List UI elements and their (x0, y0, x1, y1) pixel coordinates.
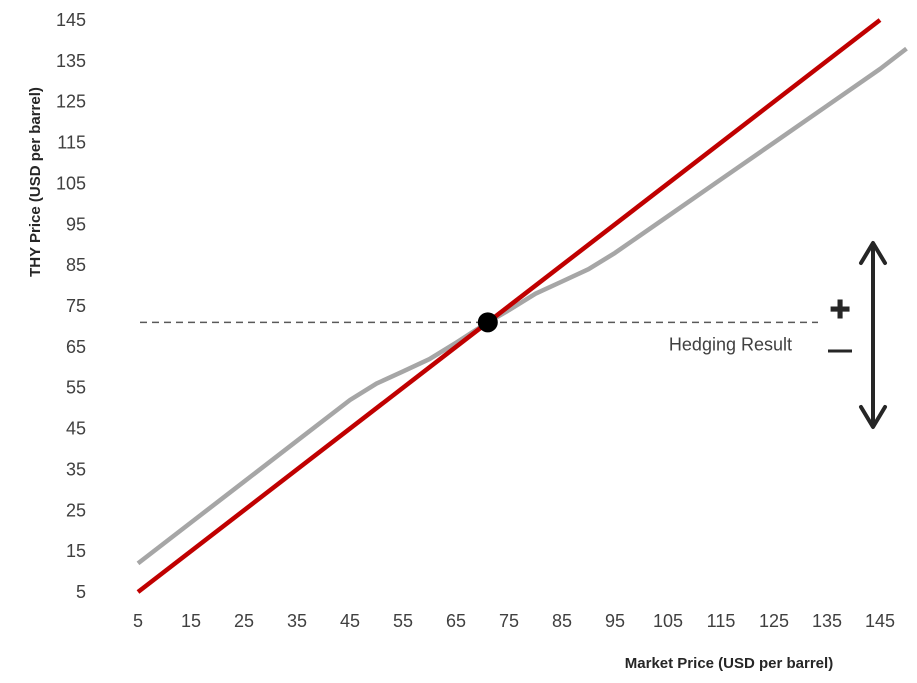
y-tick-label: 5 (76, 582, 86, 602)
y-tick-label: 35 (66, 459, 86, 479)
x-axis-title: Market Price (USD per barrel) (625, 655, 833, 672)
arrow-head-down (859, 405, 887, 429)
y-tick-label: 15 (66, 541, 86, 561)
y-tick-label: 55 (66, 378, 86, 398)
series-line-grey (136, 46, 908, 566)
reference-point (477, 312, 498, 333)
y-tick-label: 65 (66, 337, 86, 357)
x-tick-label: 85 (552, 611, 572, 631)
x-tick-label: 55 (393, 611, 413, 631)
hedging-result-label: Hedging Result (669, 334, 792, 354)
y-axis-ticks: 5 15 25 35 45 55 65 75 85 95 105 115 125 135 145 (56, 10, 86, 602)
up-down-arrow-icon (859, 241, 887, 429)
x-tick-label: 45 (340, 611, 360, 631)
x-tick-label: 15 (181, 611, 201, 631)
y-tick-label: 115 (57, 133, 86, 153)
x-tick-label: 65 (446, 611, 466, 631)
y-tick-label: 125 (56, 92, 86, 112)
x-tick-label: 35 (287, 611, 307, 631)
y-tick-label: 85 (66, 255, 86, 275)
y-tick-label: 45 (66, 419, 86, 439)
arrow-head-up (859, 241, 887, 265)
y-tick-label: 135 (56, 51, 86, 71)
x-tick-label: 135 (812, 611, 842, 631)
x-tick-label: 25 (234, 611, 254, 631)
y-axis-title: THY Price (USD per barrel) (27, 87, 44, 277)
x-tick-label: 75 (499, 611, 519, 631)
x-axis-ticks: 5 15 25 35 45 55 65 75 85 95 105 115 125 135 145 (133, 611, 895, 631)
y-tick-label: 95 (66, 214, 86, 234)
y-tick-label: 145 (56, 10, 86, 30)
y-tick-label: 75 (66, 296, 86, 316)
series-line-red (136, 18, 882, 594)
plus-icon: ✚ (829, 295, 851, 325)
x-tick-label: 125 (759, 611, 789, 631)
x-tick-label: 95 (605, 611, 625, 631)
y-tick-label: 105 (56, 173, 86, 193)
y-tick-label: 25 (66, 500, 86, 520)
x-tick-label: 105 (653, 611, 683, 631)
x-tick-label: 5 (133, 611, 143, 631)
x-tick-label: 115 (707, 611, 736, 631)
series-group (136, 18, 908, 594)
x-tick-label: 145 (865, 611, 895, 631)
